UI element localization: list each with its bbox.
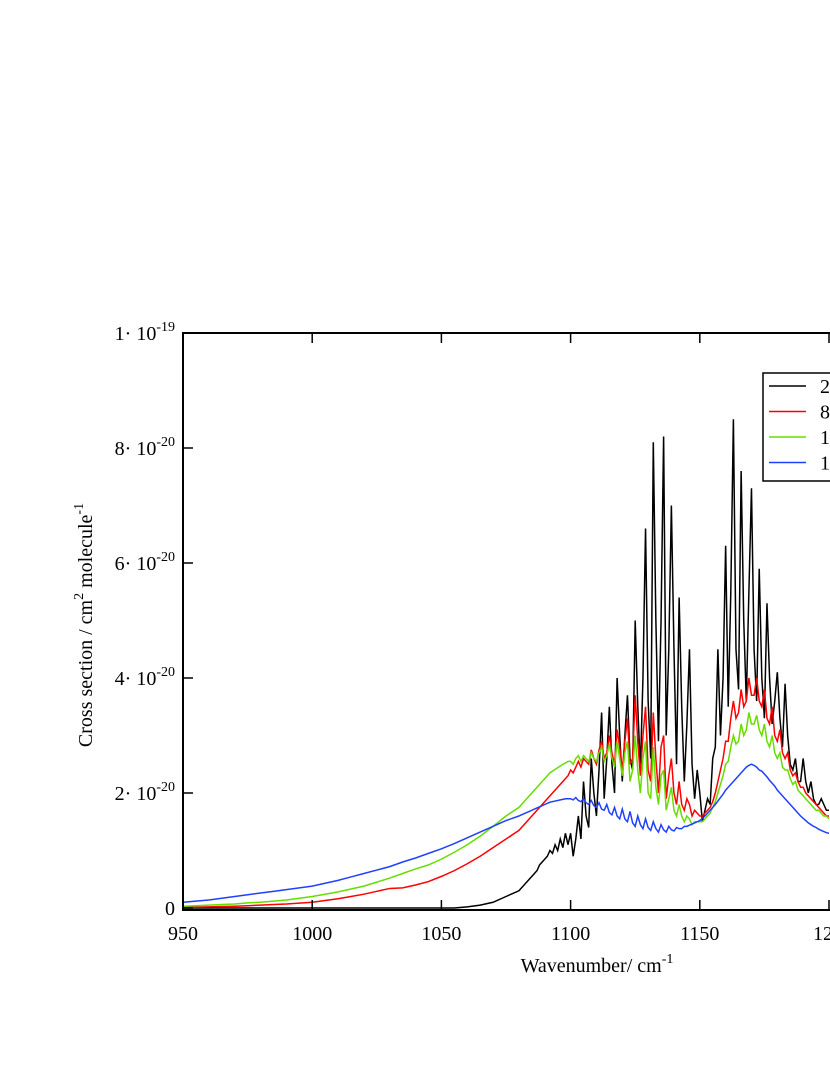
series-line: [183, 419, 829, 909]
x-axis-label: Wavenumber/ cm-1: [521, 952, 674, 977]
y-tick-label-base: 2· 10: [115, 783, 157, 805]
legend-label: 1: [820, 427, 830, 449]
y-tick-label-exponent: -19: [156, 320, 175, 335]
y-tick-label-exponent: -20: [156, 780, 175, 795]
legend-label: 8: [820, 402, 830, 424]
y-axis-label: Cross section / cm2 molecule-1: [72, 503, 97, 747]
y-tick-label: 1· 10-19: [115, 320, 175, 345]
x-tick-label: 1050: [421, 923, 461, 945]
y-tick-label-exponent: -20: [156, 550, 175, 565]
plot-lines: [183, 419, 830, 909]
series-line: [183, 763, 830, 903]
x-tick-label: 1100: [551, 923, 590, 945]
series-line: [183, 712, 830, 908]
y-tick-label-base: 4· 10: [115, 668, 157, 690]
y-tick-label-base: 8· 10: [115, 438, 157, 460]
y-tick-label-base: 1· 10: [115, 323, 157, 345]
y-axis-label-sup: 2: [72, 593, 87, 600]
y-tick-label: 8· 10-20: [115, 435, 175, 460]
legend-label: 2: [820, 376, 830, 398]
y-tick-label-exponent: -20: [156, 435, 175, 450]
y-tick-label-base: 6· 10: [115, 553, 157, 575]
x-tick-label: 12: [813, 923, 830, 945]
y-tick-label: 2· 10-20: [115, 780, 175, 805]
y-tick-label: 0: [165, 898, 175, 920]
y-axis-label-text: Cross section / cm: [75, 599, 97, 747]
y-axis-label-text: molecule: [75, 514, 97, 592]
legend-label: 1: [820, 453, 830, 475]
y-tick-label-base: 0: [165, 898, 175, 920]
series-line: [183, 677, 829, 909]
x-tick-label: 1000: [292, 923, 332, 945]
y-tick-label-exponent: -20: [156, 665, 175, 680]
x-tick-label: 950: [168, 923, 198, 945]
x-axis-label-text: Wavenumber/ cm: [521, 955, 663, 977]
x-tick-label: 1150: [680, 923, 719, 945]
x-axis-label-sup: -1: [662, 952, 674, 967]
y-tick-label: 6· 10-20: [115, 550, 175, 575]
y-axis-label-sup: -1: [72, 503, 87, 515]
plot-frame: [182, 332, 830, 911]
y-tick-label: 4· 10-20: [115, 665, 175, 690]
